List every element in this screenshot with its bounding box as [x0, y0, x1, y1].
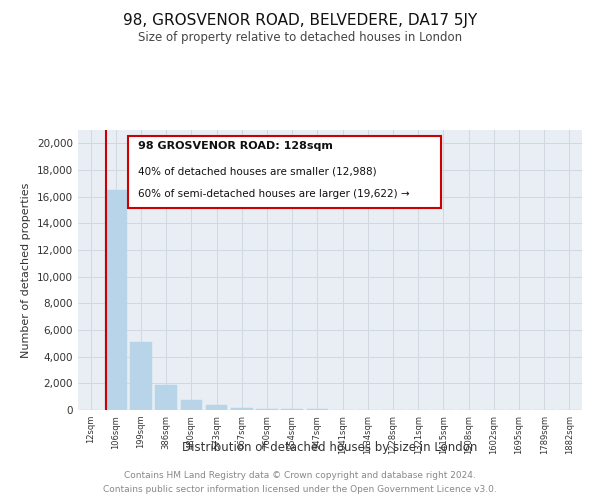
FancyBboxPatch shape	[128, 136, 441, 208]
Bar	[231, 408, 253, 410]
Text: 98 GROSVENOR ROAD: 128sqm: 98 GROSVENOR ROAD: 128sqm	[139, 141, 334, 151]
Bar	[256, 408, 278, 410]
Text: Contains HM Land Registry data © Crown copyright and database right 2024.: Contains HM Land Registry data © Crown c…	[124, 472, 476, 480]
Text: Contains public sector information licensed under the Open Government Licence v3: Contains public sector information licen…	[103, 484, 497, 494]
Text: Size of property relative to detached houses in London: Size of property relative to detached ho…	[138, 31, 462, 44]
Text: 60% of semi-detached houses are larger (19,622) →: 60% of semi-detached houses are larger (…	[139, 189, 410, 199]
Bar	[105, 190, 127, 410]
Text: 98, GROSVENOR ROAD, BELVEDERE, DA17 5JY: 98, GROSVENOR ROAD, BELVEDERE, DA17 5JY	[123, 12, 477, 28]
Y-axis label: Number of detached properties: Number of detached properties	[22, 182, 31, 358]
Text: 40% of detached houses are smaller (12,988): 40% of detached houses are smaller (12,9…	[139, 166, 377, 176]
Text: Distribution of detached houses by size in London: Distribution of detached houses by size …	[182, 441, 478, 454]
Bar	[206, 406, 227, 410]
Bar	[281, 409, 303, 410]
Bar	[130, 342, 152, 410]
Bar	[181, 400, 202, 410]
Bar	[155, 384, 177, 410]
